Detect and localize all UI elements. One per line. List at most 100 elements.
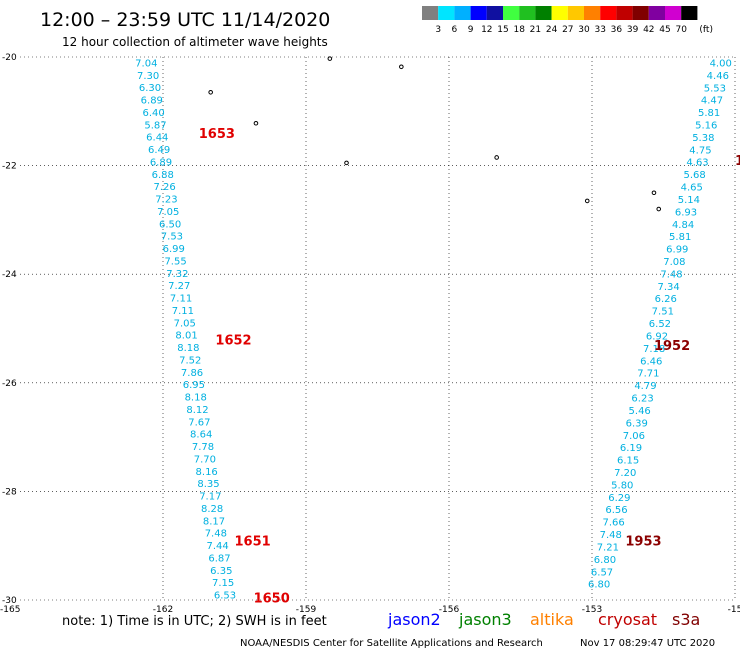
swh-value-label: 6.15 <box>617 456 639 467</box>
legend-label: 36 <box>611 25 623 35</box>
swh-value-label: 6.35 <box>210 566 232 577</box>
island-dot <box>208 89 213 95</box>
swh-value-label: 8.28 <box>201 504 223 515</box>
swh-value-label: 7.30 <box>137 71 159 82</box>
swh-value-label: 7.78 <box>192 442 214 453</box>
legend-swatch <box>519 6 536 20</box>
legend-unit: (ft) <box>699 25 713 35</box>
swh-value-label: 6.46 <box>640 356 662 367</box>
swh-value-label: 7.86 <box>181 368 203 379</box>
swh-value-label: 6.56 <box>605 505 627 516</box>
island-dot <box>584 198 590 204</box>
satellite-legend: jason2 jason3 altika cryosat s3a <box>387 610 700 629</box>
swh-value-label: 7.67 <box>188 417 210 428</box>
swh-value-label: 6.39 <box>626 418 648 429</box>
swh-value-label: 7.23 <box>155 195 177 206</box>
swh-value-label: 5.80 <box>611 480 633 491</box>
legend-swatch <box>503 6 520 20</box>
swh-value-label: 5.81 <box>698 108 720 119</box>
swh-value-label: 7.52 <box>179 355 201 366</box>
swh-value-label: 5.14 <box>678 195 700 206</box>
swh-value-label: 6.26 <box>655 294 677 305</box>
swh-value-label: 7.70 <box>194 454 216 465</box>
axes: -165 -162 -159 -156 -153 -15 -20 -22 -24 -26 -28 -3… <box>0 53 740 615</box>
swh-value-label: 6.87 <box>208 553 230 564</box>
swh-value-label: 7.55 <box>164 256 186 267</box>
swh-value-label: 7.06 <box>623 431 645 442</box>
altimeter-tracks: 7.047.306.306.896.405.876.446.496.896.88… <box>135 58 732 601</box>
cycle-labels: 1653 1652 1651 1650 195 1952 1953 <box>199 127 740 606</box>
legend-label: 30 <box>578 25 590 35</box>
swh-value-label: 7.66 <box>602 518 624 529</box>
swh-value-label: 6.95 <box>183 380 205 391</box>
legend-swatch <box>535 6 552 20</box>
swh-value-label: 7.48 <box>205 529 227 540</box>
x-tick-label: -162 <box>153 605 173 615</box>
swh-value-label: 4.00 <box>710 58 732 69</box>
legend-swatch <box>584 6 601 20</box>
swh-value-label: 5.16 <box>695 120 717 131</box>
cycle-number-label: 1953 <box>625 534 661 549</box>
island-dot <box>494 155 499 160</box>
legend-label: 6 <box>452 25 458 35</box>
legend-label: 39 <box>627 25 639 35</box>
island-dot <box>344 160 349 166</box>
y-tick-label: -22 <box>2 162 17 172</box>
islands <box>208 56 662 212</box>
swh-value-label: 7.71 <box>637 369 659 380</box>
footer-note: note: 1) Time is in UTC; 2) SWH is in fe… <box>62 614 327 629</box>
cycle-number-label: 1651 <box>235 534 271 549</box>
swh-value-label: 4.79 <box>634 381 656 392</box>
swh-value-label: 6.52 <box>649 319 671 330</box>
swh-value-label: 6.57 <box>591 567 613 578</box>
legend-label: 42 <box>643 25 654 35</box>
swh-value-label: 6.53 <box>214 591 236 602</box>
swh-value-label: 4.63 <box>686 158 708 169</box>
swh-value-label: 6.23 <box>631 394 653 405</box>
x-tick-label: -159 <box>296 605 317 615</box>
swh-value-label: 7.51 <box>652 307 674 318</box>
swh-value-label: 8.35 <box>197 479 219 490</box>
satellite-altika-label: altika <box>530 610 574 629</box>
swh-value-label: 7.27 <box>168 281 190 292</box>
swh-value-label: 6.30 <box>139 83 161 94</box>
x-tick-label: -15 <box>728 605 740 615</box>
swh-value-label: 6.29 <box>608 493 630 504</box>
swh-value-label: 6.92 <box>646 331 668 342</box>
swh-value-label: 6.19 <box>620 443 642 454</box>
legend-swatch <box>422 6 439 20</box>
swh-value-label: 6.80 <box>594 555 616 566</box>
y-tick-label: -30 <box>2 596 17 606</box>
island-dot <box>399 64 404 70</box>
legend-swatch <box>454 6 471 20</box>
legend-swatch <box>438 6 455 20</box>
island-dot <box>656 206 662 212</box>
swh-value-label: 5.46 <box>629 406 651 417</box>
swh-value-label: 7.26 <box>153 182 175 193</box>
legend-swatch <box>551 6 568 20</box>
swh-value-label: 7.53 <box>161 232 183 243</box>
swh-value-label: 8.18 <box>177 343 199 354</box>
swh-value-label: 6.99 <box>666 245 688 256</box>
chart-subtitle: 12 hour collection of altimeter wave hei… <box>62 35 328 49</box>
cycle-number-label: 1650 <box>254 591 290 606</box>
legend-label: 21 <box>530 25 541 35</box>
swh-value-label: 8.12 <box>186 405 208 416</box>
legend-swatch <box>616 6 633 20</box>
legend-swatch <box>681 6 698 20</box>
swh-value-label: 6.88 <box>152 170 174 181</box>
x-tick-label: -165 <box>0 605 20 615</box>
grid <box>20 56 736 601</box>
swh-value-label: 7.05 <box>174 318 196 329</box>
island-dot <box>253 120 259 126</box>
legend-label: 24 <box>546 25 558 35</box>
swh-value-label: 5.87 <box>144 120 166 131</box>
y-tick-label: -24 <box>2 270 17 280</box>
satellite-s3a-label: s3a <box>672 610 700 629</box>
legend-swatch <box>567 6 584 20</box>
legend-swatch <box>600 6 617 20</box>
swh-value-label: 7.34 <box>657 282 679 293</box>
swh-value-label: 7.18 <box>643 344 665 355</box>
x-tick-label: -156 <box>439 605 460 615</box>
swh-value-label: 6.89 <box>150 157 172 168</box>
